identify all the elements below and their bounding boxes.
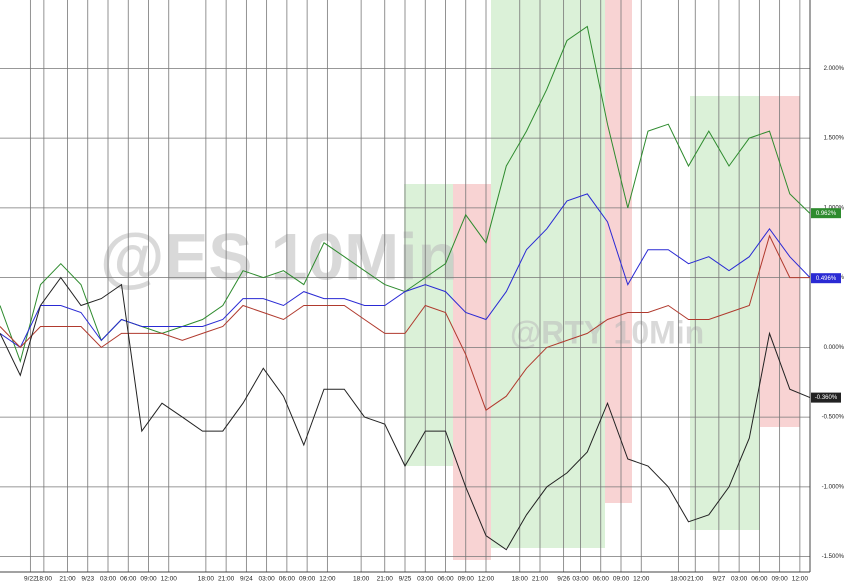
x-tick-label: 06:00: [751, 576, 768, 583]
x-tick-label: 21:00: [377, 576, 394, 583]
highlights: [404, 0, 800, 560]
x-tick-label: 12:00: [161, 576, 178, 583]
x-tick-label: 06:00: [437, 576, 454, 583]
x-tick-label: 18:00: [670, 576, 687, 583]
y-tick-label: -0.500%: [822, 415, 845, 421]
x-tick-label: 18:00: [36, 576, 53, 583]
last-value-label: 0.962%: [816, 211, 837, 217]
y-tick-label: 1.500%: [824, 136, 845, 142]
x-tick-label: 9/27: [713, 576, 726, 583]
y-tick-label: 2.500%: [824, 0, 845, 2]
x-tick-label: 12:00: [633, 576, 650, 583]
x-tick-label: 03:00: [417, 576, 434, 583]
series-line: [0, 276, 811, 551]
last-value-label: 0.496%: [816, 276, 837, 282]
x-tick-label: 12:00: [319, 576, 336, 583]
y-tick-label: 0.000%: [824, 345, 845, 351]
x-tick-label: 03:00: [100, 576, 117, 583]
x-tick-label: 21:00: [59, 576, 76, 583]
x-tick-label: 06:00: [593, 576, 610, 583]
x-tick-label: 09:00: [771, 576, 788, 583]
x-tick-label: 18:00: [198, 576, 215, 583]
highlight-green: [690, 96, 760, 530]
last-value-badge: [811, 273, 841, 284]
y-tick-label: -1.000%: [822, 484, 845, 490]
series-line: [0, 193, 811, 349]
watermark: @ES 10Min: [100, 219, 458, 293]
x-tick-label: 18:00: [353, 576, 370, 583]
series-line: [0, 234, 810, 411]
x-tick-label: 21:00: [532, 576, 549, 583]
y-tick-label: 2.000%: [824, 66, 845, 72]
x-tick-label: 09:00: [613, 576, 630, 583]
highlight-green: [491, 0, 605, 548]
x-tick-label: 03:00: [258, 576, 275, 583]
x-tick-label: 06:00: [279, 576, 296, 583]
x-tick-label: 9/23: [81, 576, 94, 583]
highlight-red: [605, 0, 632, 503]
x-tick-label: 09:00: [299, 576, 316, 583]
last-value-label: -0.360%: [815, 395, 838, 401]
watermark: @RTY 10Min: [510, 314, 704, 350]
x-tick-label: 9/24: [240, 576, 253, 583]
y-tick-label: -1.500%: [822, 554, 845, 560]
x-tick-label: 9/26: [557, 576, 570, 583]
x-tick-label: 12:00: [478, 576, 495, 583]
x-tick-label: 21:00: [218, 576, 235, 583]
x-tick-label: 9/25: [399, 576, 412, 583]
x-tick-label: 06:00: [120, 576, 137, 583]
last-value-badge: [811, 392, 841, 403]
highlight-green: [404, 184, 453, 466]
last-value-badge: [811, 208, 841, 219]
x-tick-label: 03:00: [572, 576, 589, 583]
x-tick-label: 09:00: [140, 576, 157, 583]
x-tick-label: 09:00: [458, 576, 475, 583]
x-tick-label: 9/22: [24, 576, 37, 583]
x-tick-label: 18:00: [512, 576, 529, 583]
x-tick-label: 03:00: [731, 576, 748, 583]
x-tick-label: 12:00: [792, 576, 809, 583]
x-tick-label: 21:00: [687, 576, 704, 583]
